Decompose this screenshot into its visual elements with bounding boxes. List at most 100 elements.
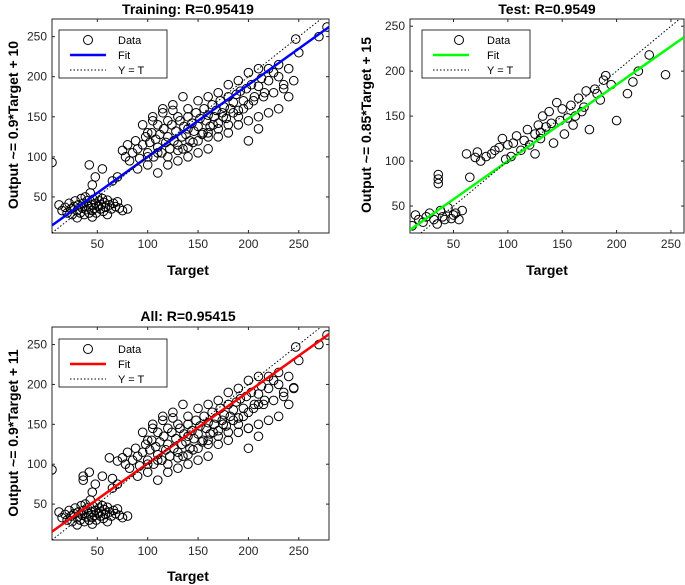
data-point — [163, 423, 173, 434]
y-tick-label: 150 — [27, 417, 47, 431]
x-tick-label: 100 — [138, 544, 158, 558]
data-point — [562, 113, 573, 123]
data-point — [158, 411, 168, 422]
data-point — [52, 464, 57, 475]
data-point — [173, 463, 183, 474]
y-axis-label: Output ~= 0.9*Target + 11 — [5, 349, 21, 517]
data-point — [97, 471, 108, 481]
y-tick-label: 100 — [27, 457, 47, 471]
data-point — [233, 383, 244, 394]
data-point — [546, 118, 557, 129]
data-point — [486, 149, 497, 159]
data-point — [144, 445, 155, 455]
data-point — [173, 419, 183, 430]
data-point — [273, 103, 284, 114]
legend: Data Fit Y = T — [58, 29, 168, 79]
data-point — [76, 193, 87, 204]
data-point — [644, 50, 655, 60]
data-point — [195, 421, 205, 431]
data-point — [142, 152, 153, 162]
y-tick-label: 100 — [27, 150, 47, 164]
data-point — [537, 111, 548, 121]
data-point — [511, 131, 522, 141]
data-point — [112, 504, 123, 514]
data-point — [258, 91, 269, 102]
data-point — [213, 425, 223, 436]
data-point — [168, 407, 178, 418]
data-point — [439, 214, 450, 225]
data-point — [195, 113, 205, 124]
legend-fit-label: Fit — [118, 359, 130, 371]
x-axis-label: Target — [167, 262, 209, 278]
data-point — [433, 178, 444, 189]
data-point — [57, 205, 67, 216]
data-point — [497, 133, 508, 144]
data-point — [273, 379, 284, 390]
data-point — [152, 119, 163, 130]
data-point — [541, 122, 551, 132]
data-point — [158, 107, 168, 118]
data-point — [183, 142, 193, 153]
legend-yt-label: Y = T — [487, 65, 513, 77]
data-point — [530, 149, 540, 159]
data-point — [579, 102, 589, 112]
data-point — [163, 467, 173, 477]
legend-fit-label: Fit — [487, 50, 499, 62]
plot-area — [52, 327, 329, 540]
data-point — [243, 136, 254, 146]
data-point — [188, 137, 198, 148]
data-point — [57, 512, 67, 523]
data-point — [253, 371, 264, 382]
data-point — [278, 79, 289, 90]
data-point — [600, 70, 611, 81]
data-point — [193, 403, 203, 414]
data-point — [278, 391, 289, 402]
data-point — [112, 196, 123, 207]
data-point — [108, 505, 119, 516]
data-point — [235, 86, 246, 96]
data-point — [183, 459, 193, 470]
data-point — [278, 387, 289, 398]
y-tick-label: 50 — [34, 190, 48, 204]
data-point — [64, 198, 74, 209]
data-point — [142, 160, 153, 170]
data-point — [112, 456, 123, 466]
x-axis-label: Target — [167, 568, 209, 584]
chart-title: Training: R=0.95419 — [122, 1, 254, 17]
y-tick-label: 250 — [27, 338, 47, 352]
x-tick-label: 250 — [661, 237, 681, 251]
data-point — [78, 471, 89, 481]
data-point — [97, 164, 108, 174]
data-point — [203, 128, 213, 138]
data-point — [78, 475, 89, 485]
data-point — [290, 342, 301, 352]
data-point — [253, 63, 264, 74]
legend-data-label: Data — [487, 35, 511, 47]
data-point — [152, 168, 163, 178]
data-point — [223, 128, 234, 138]
legend-yt-label: Y = T — [118, 65, 144, 77]
data-point — [273, 411, 284, 422]
data-point — [178, 399, 188, 410]
data-point — [54, 200, 64, 210]
data-point — [218, 111, 229, 122]
data-point — [203, 91, 213, 102]
y-axis-label: Output ~= 0.85*Target + 15 — [358, 37, 374, 213]
data-point — [568, 120, 578, 130]
data-point — [108, 198, 119, 209]
data-point — [102, 516, 113, 527]
data-point — [233, 413, 244, 423]
chart-title: Test: R=0.9549 — [498, 1, 596, 17]
data-point — [158, 415, 168, 426]
data-point — [213, 87, 223, 98]
data-point — [283, 63, 294, 74]
data-point — [263, 371, 274, 382]
data-point — [223, 387, 234, 398]
x-tick-label: 50 — [91, 237, 105, 251]
data-point — [193, 443, 203, 454]
data-point — [248, 95, 259, 106]
data-point — [137, 427, 148, 438]
y-tick-label: 150 — [385, 109, 405, 123]
data-point — [158, 103, 168, 114]
